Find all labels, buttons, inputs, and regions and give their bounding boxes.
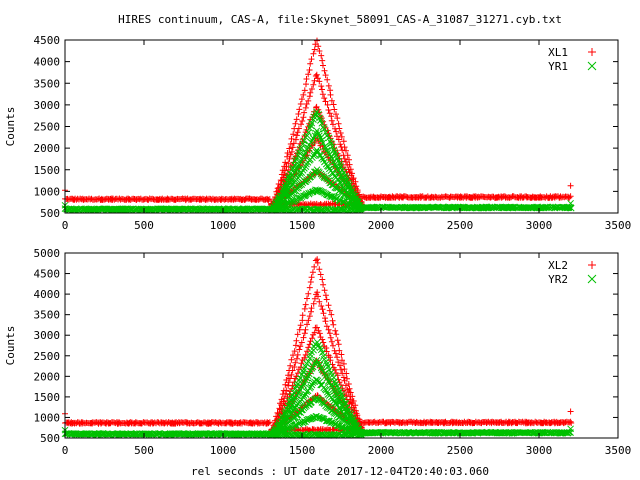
plot-points-bottom [61,256,575,439]
chart-panel-top: 0 500 1000 1500 2000 2500 3000 3500500100015002… [4,34,631,232]
y-tick-label: 4500 [34,268,61,281]
y-tick-label: 500 [40,432,60,445]
y-tick-label: 2500 [34,121,61,134]
legend-marker-yr1 [587,61,597,71]
x-tick-label: 0 [62,219,69,232]
y-axis-label-top: Counts [4,107,17,147]
y-tick-label: 3000 [34,99,61,112]
x-tick-label: 500 [134,219,154,232]
x-tick-label: 2000 [368,444,395,457]
x-axis-label: rel seconds : UT date 2017-12-04T20:40:0… [191,465,489,478]
y-tick-label: 2000 [34,370,61,383]
x-tick-label: 500 [134,444,154,457]
legend-label-xl2: XL2 [548,259,568,272]
legend-bottom: XL2 YR2 [548,259,597,286]
x-tick-label: 1000 [210,444,237,457]
legend-marker-yr2 [587,274,597,284]
y-tick-label: 3500 [34,309,61,322]
x-tick-label: 1500 [289,219,316,232]
x-tick-label: 3500 [605,444,632,457]
y-tick-label: 4500 [34,34,61,47]
y-tick-label: 2000 [34,142,61,155]
y-tick-label: 1000 [34,411,61,424]
chart-panel-bottom: 0 500 1000 1500 2000 2500 3000 3500500100015002… [4,247,631,457]
x-tick-label: 2500 [447,444,474,457]
plot-points-top [61,37,575,214]
legend-marker-xl1 [588,48,596,56]
legend-marker-xl2 [588,261,596,269]
y-tick-label: 1500 [34,391,61,404]
axis-ticks-top: 0 500 1000 1500 2000 2500 3000 3500500100015002… [34,34,632,232]
x-tick-label: 2000 [368,219,395,232]
y-tick-label: 4000 [34,288,61,301]
x-tick-label: 1500 [289,444,316,457]
y-tick-label: 1000 [34,185,61,198]
chart-title: HIRES continuum, CAS-A, file:Skynet_5809… [118,13,562,26]
plot-frame-top [64,39,619,214]
legend-top: XL1 YR1 [548,46,597,73]
legend-label-yr1: YR1 [548,60,568,73]
y-tick-label: 3500 [34,77,61,90]
x-tick-label: 3000 [526,219,553,232]
y-tick-label: 1500 [34,164,61,177]
legend-label-yr2: YR2 [548,273,568,286]
axis-ticks-bottom: 0 500 1000 1500 2000 2500 3000 3500500100015002… [34,247,632,457]
x-tick-label: 1000 [210,219,237,232]
x-tick-label: 3500 [605,219,632,232]
y-tick-label: 5000 [34,247,61,260]
y-tick-label: 2500 [34,350,61,363]
legend-label-xl1: XL1 [548,46,568,59]
x-tick-label: 0 [62,444,69,457]
x-tick-label: 2500 [447,219,474,232]
plot-frame-bottom [64,252,619,439]
y-tick-label: 4000 [34,56,61,69]
x-tick-label: 3000 [526,444,553,457]
y-tick-label: 500 [40,207,60,220]
y-axis-label-bottom: Counts [4,326,17,366]
y-tick-label: 3000 [34,329,61,342]
